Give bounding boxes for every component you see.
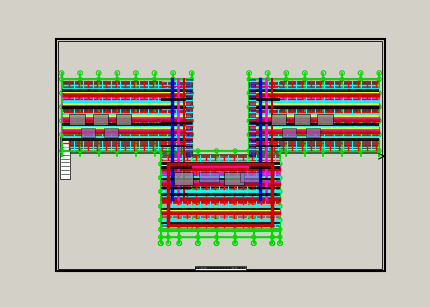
Bar [63,118,190,122]
Bar [251,90,378,94]
Bar [249,123,379,126]
Bar [162,219,279,222]
Bar [251,104,378,108]
Bar [251,95,378,99]
Bar [61,138,192,141]
Bar [61,123,192,126]
Bar [251,122,378,126]
Bar [162,168,279,172]
Bar [63,113,190,117]
Bar [162,223,279,227]
Bar [161,162,280,165]
Bar [161,122,192,124]
Bar [63,104,190,108]
Bar [249,89,379,92]
Bar [174,172,193,185]
Bar [224,172,244,185]
Bar [61,89,192,92]
Bar [306,128,319,137]
Bar [251,127,378,131]
Bar [185,79,192,156]
Bar [251,81,378,85]
Bar [63,146,190,149]
Bar [216,156,228,222]
Bar [283,128,296,137]
Bar [162,214,279,218]
Bar [195,266,246,270]
Bar [249,138,379,141]
Bar [162,191,279,195]
Bar [271,114,286,125]
Bar [162,186,279,190]
Bar [249,187,280,189]
Bar [162,158,279,162]
Bar [162,182,279,185]
Bar [69,114,85,125]
Bar [249,79,255,156]
Bar [63,81,190,85]
Bar [63,122,190,126]
Bar [163,195,278,204]
Bar [161,222,280,224]
Bar [168,164,272,225]
Bar [251,85,378,89]
Bar [63,127,190,131]
Bar [162,172,279,176]
Bar [251,113,378,117]
Bar [161,145,192,147]
Bar [251,146,378,149]
Bar [249,166,280,169]
Bar [251,132,378,135]
Bar [240,172,259,182]
Bar [63,95,190,99]
Bar [162,163,279,167]
Bar [162,154,279,158]
Bar [251,99,378,103]
Bar [63,99,190,103]
Bar [249,99,280,101]
Bar [162,209,279,213]
Bar [162,196,279,199]
Bar [294,114,310,125]
Bar [161,99,192,101]
Bar [63,136,190,140]
Bar [104,128,118,137]
Bar [161,208,280,211]
Bar [162,177,279,181]
Bar [161,187,192,189]
Bar [162,200,279,204]
Bar [249,122,280,124]
Bar [251,150,378,154]
Bar [162,205,279,208]
Bar [63,150,190,154]
Bar [251,136,378,140]
Bar [249,145,280,147]
Bar [61,106,192,109]
Bar [161,166,192,169]
Bar [249,106,379,109]
Bar [63,108,190,112]
Bar [251,118,378,122]
Bar [116,114,131,125]
Bar [63,90,190,94]
Bar [317,114,333,125]
Bar [60,137,70,179]
Bar [81,128,95,137]
Bar [63,141,190,145]
Bar [200,172,219,182]
Bar [63,85,190,89]
Bar [251,141,378,145]
Bar [251,108,378,112]
Bar [63,132,190,135]
Bar [92,114,108,125]
Bar [161,178,280,181]
Bar [161,193,280,196]
